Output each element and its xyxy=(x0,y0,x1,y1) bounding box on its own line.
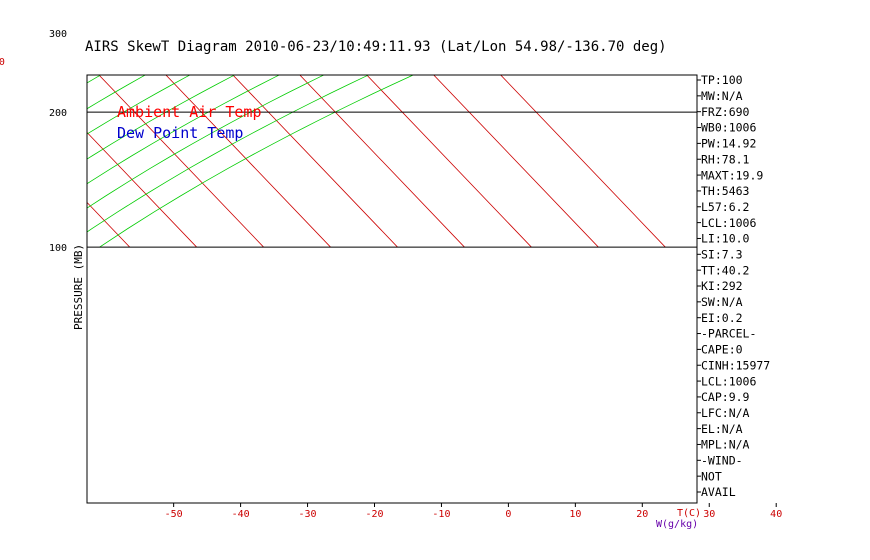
index-item: L57:6.2 xyxy=(701,200,749,214)
dry-adiabat-line xyxy=(0,0,37,247)
index-item: SI:7.3 xyxy=(701,248,743,262)
index-item: TH:5463 xyxy=(701,184,750,198)
bottom-temp-tick-label: -50 xyxy=(165,509,183,520)
index-item: CAPE:0 xyxy=(701,343,743,357)
index-item: LCL:1006 xyxy=(701,374,756,388)
dry-adiabat-line xyxy=(0,0,514,247)
index-item: CINH:15977 xyxy=(701,358,770,372)
index-item: MPL:N/A xyxy=(701,438,750,452)
legend-ambient-air-temp: Ambient Air Temp xyxy=(117,103,262,121)
grid-lines xyxy=(0,0,718,248)
pressure-tick-label: 200 xyxy=(49,108,67,119)
legend: Ambient Air Temp Dew Point Temp xyxy=(117,103,262,142)
pressure-tick-label: 100 xyxy=(49,243,67,254)
pressure-tick-label: 300 xyxy=(49,29,67,40)
legend-dew-point-temp: Dew Point Temp xyxy=(117,124,243,142)
mixing-ratio-line xyxy=(21,0,121,33)
bottom-temp-tick-label: 30 xyxy=(703,509,715,520)
index-item: CAP:9.9 xyxy=(701,390,750,404)
bottom-temp-tick-label: 20 xyxy=(636,509,648,520)
plot-frame xyxy=(86,74,698,504)
index-item: EL:N/A xyxy=(701,422,743,436)
index-item: WB0:1006 xyxy=(701,121,756,135)
mixing-ratio-line xyxy=(74,0,166,33)
mixing-ratio-line xyxy=(0,0,36,33)
dry-adiabat-line xyxy=(0,0,650,247)
index-item: KI:292 xyxy=(701,279,743,293)
index-item: EI:0.2 xyxy=(701,311,743,325)
isotherm-line xyxy=(433,75,599,248)
top-temp-tick-label: -40 xyxy=(0,57,5,68)
mixing-ratio-line xyxy=(0,0,52,33)
index-item: -WIND- xyxy=(701,454,743,468)
index-item: FRZ:690 xyxy=(701,105,750,119)
isotherm-line xyxy=(87,131,198,248)
bottom-temp-tick-label: -40 xyxy=(232,509,250,520)
bottom-temp-tick-label: -30 xyxy=(299,509,317,520)
bottom-temp-tick-label: 10 xyxy=(569,509,581,520)
isotherm-line xyxy=(500,75,666,248)
index-item: TT:40.2 xyxy=(701,263,749,277)
index-item: AVAIL xyxy=(701,485,736,499)
mixing-ratio-axis-label: W(g/kg) xyxy=(656,519,698,530)
index-item: LI:10.0 xyxy=(701,232,750,246)
x-axis-label: T(C) xyxy=(677,508,701,519)
chart-title: AIRS SkewT Diagram 2010-06-23/10:49:11.9… xyxy=(85,39,667,55)
index-item: NOT xyxy=(701,469,722,483)
bottom-temp-tick-label: -20 xyxy=(365,509,383,520)
index-item: TP:100 xyxy=(701,73,743,87)
bottom-temp-tick-label: -10 xyxy=(432,509,450,520)
index-item: SW:N/A xyxy=(701,295,743,309)
index-item: LFC:N/A xyxy=(701,406,750,420)
index-item: PW:14.92 xyxy=(701,137,756,151)
index-item: RH:78.1 xyxy=(701,152,750,166)
isotherm-line xyxy=(299,75,465,248)
axes: 1002003004005006007008009001000-120-110-… xyxy=(0,29,782,520)
index-item: MW:N/A xyxy=(701,89,743,103)
isotherm-line xyxy=(98,75,264,248)
mixing-ratio-line xyxy=(0,0,73,33)
indices-panel: TP:100 MW:N/A FRZ:690 WB0:1006 PW:14.92RH:78… xyxy=(697,73,770,499)
index-item: -PARCEL- xyxy=(701,327,756,341)
bottom-temp-tick-label: 40 xyxy=(770,509,782,520)
mixing-ratio-line xyxy=(0,0,17,33)
index-item: MAXT:19.9 xyxy=(701,168,763,182)
isotherm-line xyxy=(232,75,398,248)
bottom-temp-tick-label: 0 xyxy=(505,509,511,520)
mixing-ratio-line xyxy=(41,0,138,33)
isotherm-line xyxy=(366,75,532,248)
isotherm-line xyxy=(165,75,331,248)
y-axis-label: PRESSURE (MB) xyxy=(72,244,85,330)
mixing-ratio-line xyxy=(0,0,99,33)
dry-adiabat-line xyxy=(0,0,718,247)
index-item: LCL:1006 xyxy=(701,216,756,230)
